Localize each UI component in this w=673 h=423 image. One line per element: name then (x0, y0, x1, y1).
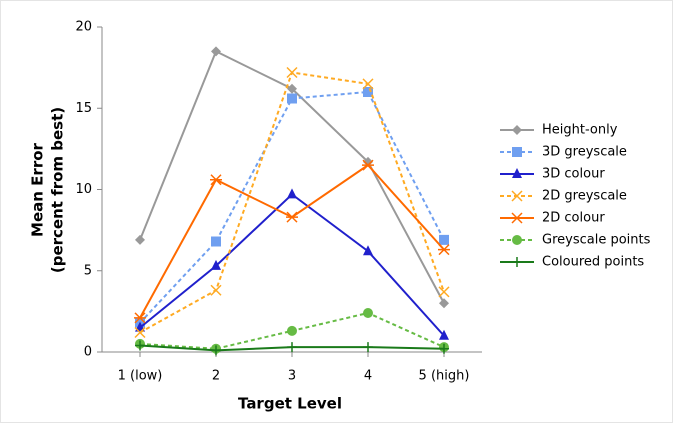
marker (439, 329, 449, 340)
marker (511, 212, 523, 224)
marker (286, 66, 298, 79)
y-axis-label: (percent from best) (49, 107, 67, 273)
marker (135, 340, 145, 351)
marker (135, 234, 145, 245)
marker (439, 234, 449, 245)
marker (512, 147, 522, 157)
legend-label: 3D colour (542, 167, 605, 182)
marker (287, 93, 297, 104)
marker (210, 174, 222, 186)
marker (211, 259, 221, 270)
y-tick-label: 10 (75, 182, 92, 197)
marker (362, 159, 374, 171)
marker (211, 236, 221, 247)
x-tick-label: 4 (364, 369, 372, 384)
marker (439, 298, 449, 309)
x-tick-label: 2 (212, 369, 220, 384)
marker (363, 87, 373, 97)
legend-label: Greyscale points (542, 233, 651, 248)
marker (362, 78, 374, 90)
legend-label: 3D greyscale (542, 145, 627, 160)
legend-label: Coloured points (542, 255, 644, 270)
legend-label: Height-only (542, 123, 618, 138)
marker (438, 244, 450, 256)
y-tick-label: 5 (84, 263, 92, 278)
marker (287, 83, 297, 94)
marker (287, 188, 297, 199)
x-tick-label: 1 (low) (118, 369, 163, 384)
marker (512, 125, 522, 135)
marker (363, 342, 373, 353)
legend-label: 2D greyscale (542, 189, 627, 204)
marker (211, 46, 221, 57)
y-tick-label: 20 (75, 20, 92, 35)
marker (512, 168, 522, 178)
marker (134, 312, 146, 324)
marker (363, 245, 373, 256)
marker (511, 190, 523, 202)
marker (439, 343, 449, 354)
marker (438, 286, 450, 298)
marker (287, 342, 297, 353)
y-tick-label: 15 (75, 101, 92, 116)
marker (512, 257, 522, 267)
x-tick-label: 3 (288, 369, 296, 384)
marker (286, 211, 298, 223)
x-tick-label: 5 (high) (419, 369, 470, 384)
marker (363, 308, 373, 318)
marker (287, 325, 297, 336)
y-axis-label: Mean Error (29, 142, 47, 236)
marker (210, 284, 222, 296)
y-tick-label: 0 (84, 345, 92, 360)
marker (134, 326, 146, 339)
x-axis-label: Target Level (238, 395, 342, 413)
marker (512, 235, 522, 245)
marker (211, 345, 221, 356)
legend-label: 2D colour (542, 211, 605, 226)
